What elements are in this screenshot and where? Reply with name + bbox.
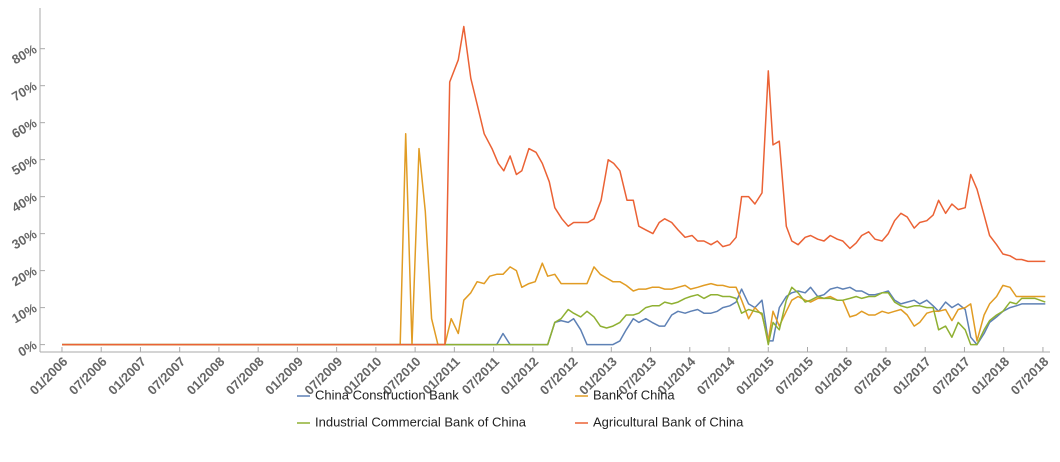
x-tick-label: 07/2006 <box>66 354 110 398</box>
x-tick-label: 07/2016 <box>851 354 895 398</box>
series-line <box>62 133 1046 346</box>
x-tick-label: 01/2018 <box>968 354 1012 398</box>
y-tick-label: 0% <box>15 337 39 360</box>
y-tick-label: 50% <box>9 152 39 178</box>
x-tick-label: 01/2009 <box>262 354 306 398</box>
legend-label: Industrial Commercial Bank of China <box>315 414 527 429</box>
x-tick-label: 01/2015 <box>733 354 777 398</box>
x-tick-label: 07/2015 <box>772 354 816 398</box>
series-line <box>62 25 1046 346</box>
y-tick-label: 20% <box>9 263 39 289</box>
series-line <box>62 286 1046 346</box>
y-tick-label: 70% <box>9 78 39 104</box>
y-tick-label: 10% <box>9 300 39 326</box>
legend-label: Agricultural Bank of China <box>593 414 744 429</box>
series-line <box>62 286 1046 346</box>
y-tick-label: 40% <box>9 189 39 215</box>
x-tick-label: 07/2011 <box>459 354 502 397</box>
x-tick-label: 07/2007 <box>144 354 188 398</box>
x-tick-label: 07/2018 <box>1008 354 1052 398</box>
legend-label: Bank of China <box>593 387 675 402</box>
x-tick-label: 01/2006 <box>27 354 71 398</box>
y-tick-label: 60% <box>9 115 39 141</box>
x-tick-label: 07/2008 <box>223 354 267 398</box>
x-tick-label: 07/2012 <box>537 354 581 398</box>
y-tick-label: 80% <box>9 41 39 67</box>
x-tick-label: 01/2007 <box>105 354 149 398</box>
y-tick-label: 30% <box>9 226 39 252</box>
x-tick-label: 01/2017 <box>890 354 934 398</box>
x-tick-label: 07/2017 <box>929 354 973 398</box>
legend-label: China Construction Bank <box>315 387 459 402</box>
x-tick-label: 01/2008 <box>184 354 228 398</box>
x-tick-label: 01/2012 <box>498 354 542 398</box>
x-tick-label: 01/2016 <box>811 354 855 398</box>
x-tick-label: 07/2014 <box>694 353 738 397</box>
